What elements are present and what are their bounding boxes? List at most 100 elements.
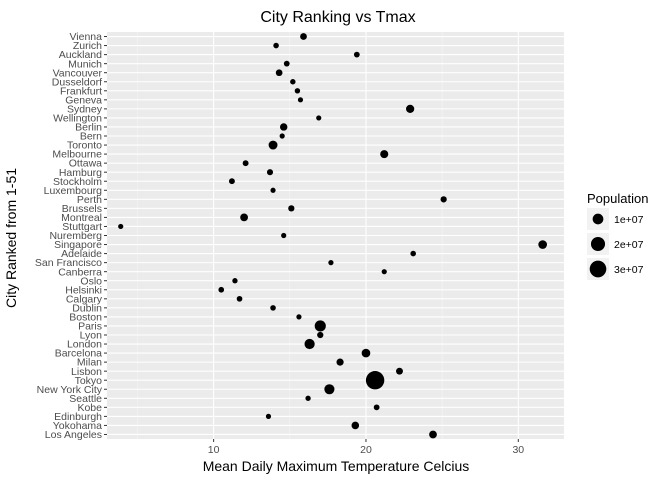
x-tick-label: 10	[208, 444, 220, 456]
chart-title: City Ranking vs Tmax	[260, 9, 415, 26]
data-point	[361, 348, 371, 358]
data-point	[328, 260, 334, 266]
y-tick-label: Barcelona	[55, 348, 102, 360]
y-tick-label: Stockholm	[53, 176, 102, 188]
data-point	[410, 250, 416, 257]
y-tick-label: Vancouver	[53, 67, 103, 79]
data-point	[324, 384, 335, 395]
data-point	[381, 269, 387, 275]
y-tick-label: Calgary	[66, 293, 103, 305]
legend-title: Population	[587, 191, 648, 206]
x-tick-label: 30	[512, 444, 524, 456]
y-tick-label: Berlin	[75, 122, 102, 134]
y-tick-label: Bern	[80, 131, 102, 143]
data-point	[429, 430, 437, 439]
y-tick-label: Dublin	[72, 302, 102, 314]
y-tick-label: Edinburgh	[54, 411, 102, 423]
data-point	[273, 42, 279, 49]
data-point	[270, 187, 276, 193]
data-point	[297, 97, 304, 103]
y-tick-label: New York City	[37, 384, 103, 396]
data-points	[118, 33, 548, 439]
data-point	[317, 331, 324, 339]
y-tick-label: Paris	[78, 321, 102, 333]
y-tick-label: Los Angeles	[45, 429, 102, 441]
data-point	[316, 115, 322, 121]
y-tick-label: Munich	[68, 58, 102, 70]
y-tick-label: Helsinki	[65, 284, 102, 296]
y-tick-label: Frankfurt	[60, 85, 102, 97]
y-tick-label: Boston	[69, 312, 102, 324]
data-point	[218, 286, 225, 293]
data-point	[300, 33, 307, 40]
y-tick-label: Hamburg	[59, 167, 102, 179]
y-tick-label: Dusseldorf	[52, 76, 102, 88]
y-axis-title: City Ranked from 1-51	[3, 168, 19, 308]
data-point	[314, 320, 326, 332]
y-tick-label: Sydney	[67, 103, 103, 115]
y-tick-label: London	[67, 339, 102, 351]
x-axis-title: Mean Daily Maximum Temperature Celcius	[203, 458, 470, 474]
y-tick-labels: ViennaZurichAucklandMunichVancouverDusse…	[35, 31, 107, 441]
data-point	[236, 295, 243, 302]
data-point	[373, 404, 380, 411]
data-point	[288, 205, 295, 212]
data-point	[279, 123, 288, 131]
y-tick-label: Stuttgart	[62, 221, 102, 233]
y-tick-label: Lisbon	[71, 366, 102, 378]
y-tick-label: Perth	[77, 194, 102, 206]
data-point	[440, 196, 447, 203]
y-tick-label: Ottawa	[69, 158, 102, 170]
y-tick-label: Zurich	[73, 40, 102, 52]
y-tick-label: Oslo	[80, 275, 102, 287]
legend: Population 1e+07 2e+07 3e+07	[587, 191, 648, 280]
data-point	[232, 278, 238, 284]
y-tick-label: Montreal	[61, 212, 102, 224]
legend-key-symbol	[589, 260, 607, 278]
data-point	[365, 371, 385, 390]
data-point	[265, 413, 272, 419]
data-point	[396, 367, 403, 375]
y-tick-label: Canberra	[58, 266, 102, 278]
y-tick-label: Brussels	[62, 203, 102, 215]
data-point	[336, 358, 344, 366]
y-tick-label: Vienna	[69, 31, 102, 43]
data-point	[538, 240, 548, 249]
legend-key-symbol	[590, 236, 606, 252]
data-point	[268, 140, 278, 150]
y-tick-label: Singapore	[54, 239, 102, 251]
x-tick-label: 20	[360, 444, 372, 456]
y-tick-label: Seattle	[69, 393, 102, 405]
y-tick-label: Lyon	[80, 330, 103, 342]
y-tick-label: Nuremberg	[49, 230, 102, 242]
y-tick-label: Kobe	[77, 402, 102, 414]
data-point	[240, 213, 248, 222]
data-point	[296, 314, 302, 320]
y-tick-label: Milan	[77, 357, 102, 369]
data-point	[242, 160, 249, 167]
legend-key-symbol	[592, 213, 604, 225]
y-tick-label: Adelaide	[61, 248, 102, 260]
data-point	[228, 178, 235, 185]
data-point	[380, 150, 389, 159]
legend-label: 1e+07	[614, 214, 644, 226]
y-tick-label: Yokohama	[53, 420, 102, 432]
data-point	[351, 421, 360, 430]
x-tick-labels: 10 20 30	[208, 439, 524, 456]
y-tick-label: San Francisco	[35, 257, 102, 269]
data-point	[290, 79, 296, 85]
data-point	[304, 338, 315, 350]
y-tick-label: Wellington	[53, 113, 102, 125]
data-point	[294, 88, 301, 94]
y-tick-label: Auckland	[59, 49, 102, 61]
legend-label: 2e+07	[614, 239, 644, 251]
data-point	[283, 60, 290, 67]
y-tick-label: Melbourne	[52, 149, 102, 161]
data-point	[279, 133, 285, 139]
y-tick-label: Luxembourg	[44, 185, 103, 197]
y-tick-label: Geneva	[65, 94, 102, 106]
data-point	[353, 51, 360, 58]
data-point	[281, 232, 287, 239]
data-point	[305, 395, 311, 401]
